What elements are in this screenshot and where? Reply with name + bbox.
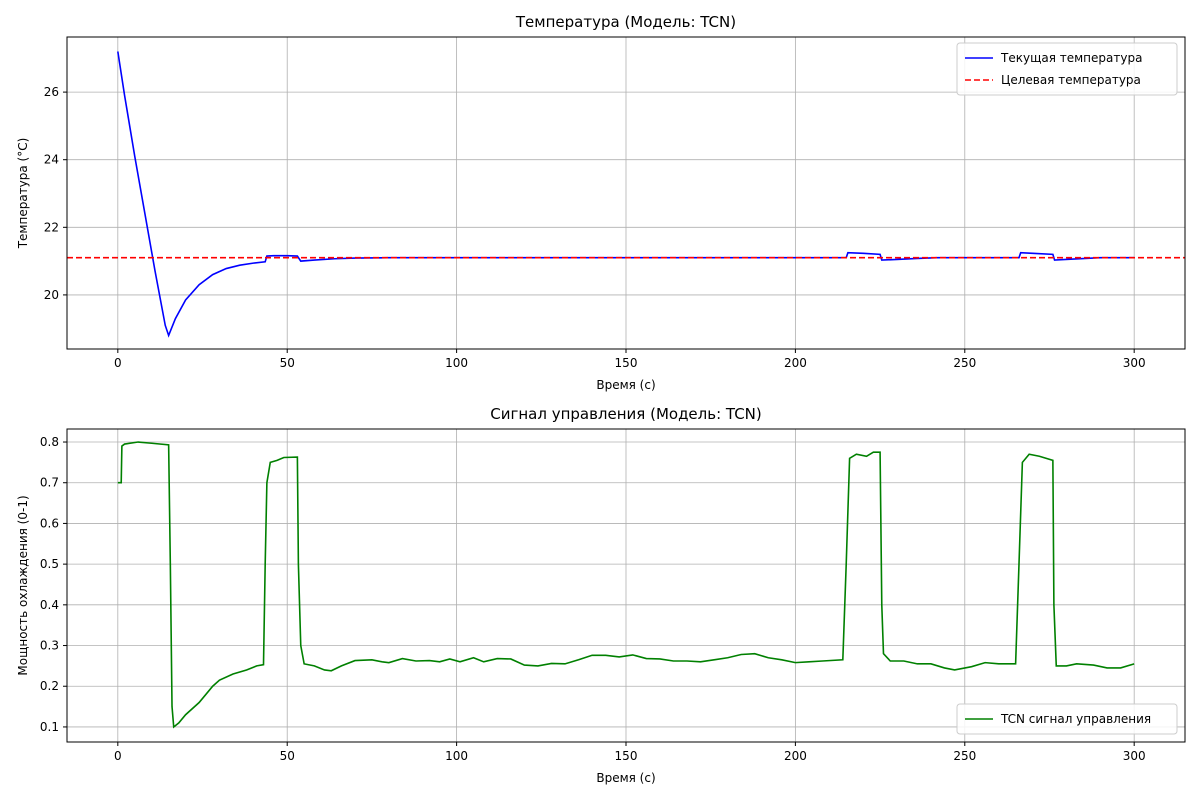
legend-box <box>956 42 1178 96</box>
x-tick-label: 250 <box>953 749 976 763</box>
y-tick-label: 0.6 <box>40 516 59 530</box>
chart-title: Температура (Модель: TCN) <box>515 13 736 31</box>
y-tick-label: 0.5 <box>40 557 59 571</box>
data-line <box>117 51 1135 338</box>
x-tick-label: 0 <box>114 749 122 763</box>
x-tick-label: 150 <box>615 749 638 763</box>
legend-label: Текущая температура <box>1000 51 1142 65</box>
legend-box <box>956 703 1178 735</box>
y-tick-label: 0.3 <box>40 639 59 653</box>
y-tick-label: 0.2 <box>40 679 59 693</box>
data-line <box>117 441 1135 729</box>
x-tick-label: 250 <box>953 356 976 370</box>
x-tick-label: 50 <box>280 749 295 763</box>
chart-title: Сигнал управления (Модель: TCN) <box>490 405 762 423</box>
y-tick-label: 24 <box>44 153 59 167</box>
x-tick-label: 200 <box>784 749 807 763</box>
x-axis-label: Время (с) <box>596 771 655 785</box>
y-tick-label: 0.8 <box>40 435 59 449</box>
x-tick-label: 50 <box>280 356 295 370</box>
x-tick-label: 200 <box>784 356 807 370</box>
x-tick-label: 100 <box>445 356 468 370</box>
legend-label: TCN сигнал управления <box>1000 712 1151 726</box>
y-tick-label: 22 <box>44 220 59 234</box>
y-tick-label: 0.4 <box>40 598 59 612</box>
x-tick-label: 300 <box>1123 749 1146 763</box>
x-tick-label: 0 <box>114 356 122 370</box>
y-tick-label: 26 <box>44 85 59 99</box>
y-tick-label: 0.7 <box>40 476 59 490</box>
x-axis-label: Время (с) <box>596 378 655 392</box>
legend-label: Целевая температура <box>1001 73 1141 87</box>
x-tick-label: 300 <box>1123 356 1146 370</box>
y-axis-label: Температура (°C) <box>16 138 30 250</box>
x-tick-label: 100 <box>445 749 468 763</box>
y-tick-label: 0.1 <box>40 720 59 734</box>
y-axis-label: Мощность охлаждения (0-1) <box>16 495 30 675</box>
plot-frame <box>66 36 1186 350</box>
y-tick-label: 20 <box>44 288 59 302</box>
plot-frame <box>66 428 1186 743</box>
x-tick-label: 150 <box>615 356 638 370</box>
